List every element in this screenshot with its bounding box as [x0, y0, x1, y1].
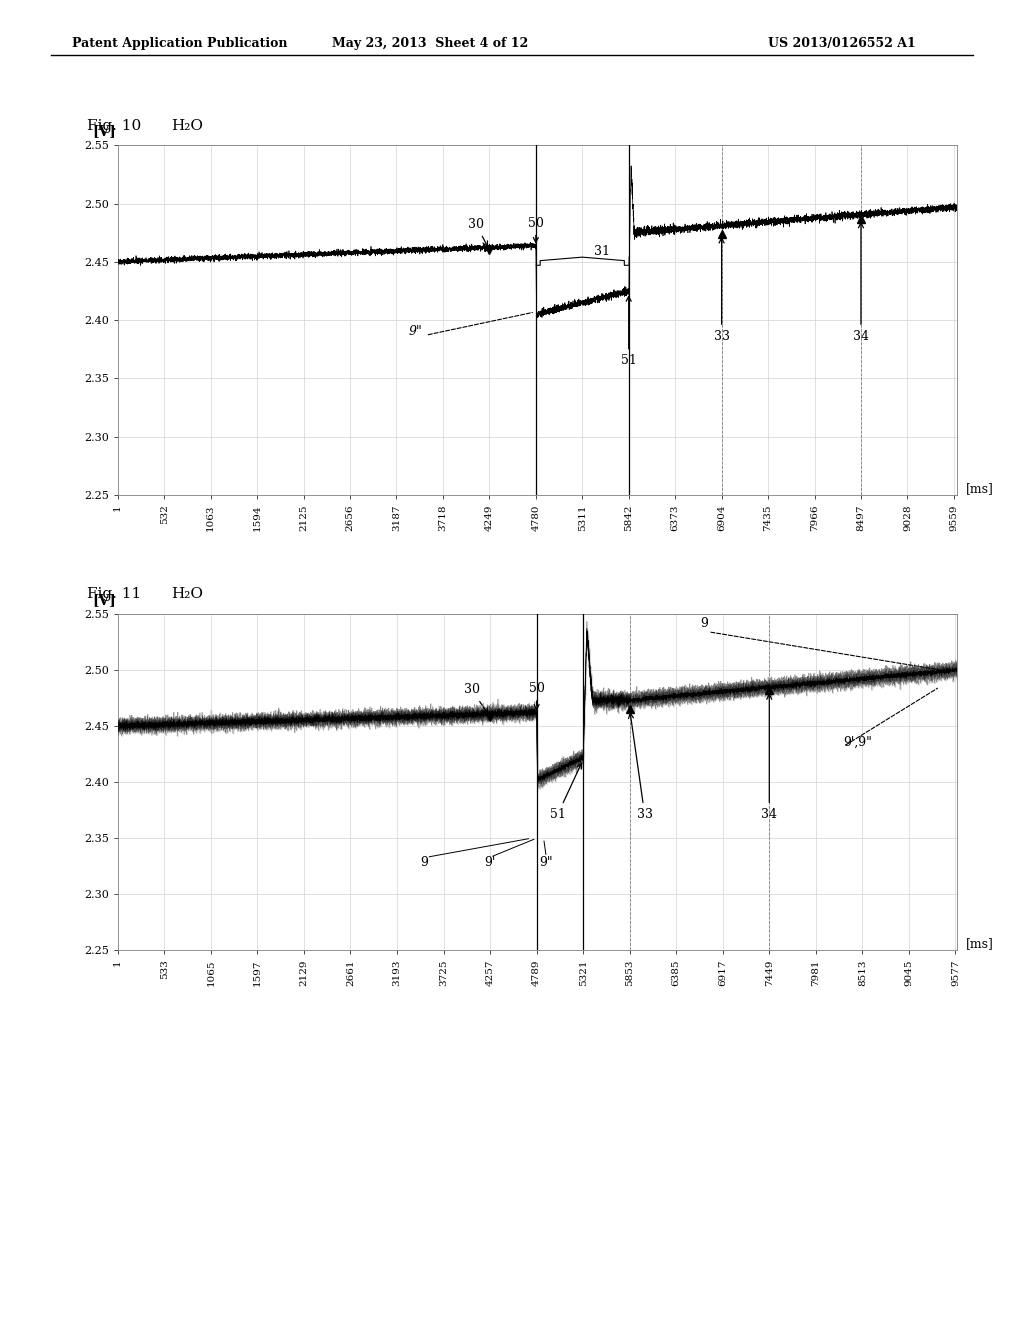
Text: Patent Application Publication: Patent Application Publication — [72, 37, 287, 50]
Text: 30: 30 — [464, 684, 487, 714]
Text: May 23, 2013  Sheet 4 of 12: May 23, 2013 Sheet 4 of 12 — [332, 37, 528, 50]
Text: 50: 50 — [528, 682, 545, 709]
Text: [V]: [V] — [92, 124, 117, 139]
Text: 30: 30 — [468, 218, 487, 247]
Text: 34: 34 — [853, 223, 869, 343]
Text: Fig. 10: Fig. 10 — [87, 119, 141, 133]
Text: 50: 50 — [527, 216, 544, 243]
Text: [ms]: [ms] — [966, 482, 993, 495]
Text: 51: 51 — [621, 296, 637, 367]
Text: H₂O: H₂O — [171, 119, 203, 133]
Text: 9: 9 — [699, 618, 708, 630]
Text: 33: 33 — [714, 238, 730, 343]
Text: Fig. 11: Fig. 11 — [87, 587, 141, 602]
Text: [V]: [V] — [92, 593, 117, 607]
Text: 31: 31 — [594, 244, 609, 257]
Text: US 2013/0126552 A1: US 2013/0126552 A1 — [768, 37, 915, 50]
Text: [ms]: [ms] — [966, 937, 993, 950]
Text: 34: 34 — [761, 694, 777, 821]
Text: 9',9": 9',9" — [844, 737, 872, 750]
Text: 51: 51 — [550, 763, 582, 821]
Text: 9": 9" — [540, 857, 553, 870]
Text: 9': 9' — [484, 857, 496, 870]
Text: 9: 9 — [420, 857, 428, 870]
Text: 9": 9" — [409, 325, 422, 338]
Text: 33: 33 — [629, 713, 652, 821]
Text: H₂O: H₂O — [171, 587, 203, 602]
